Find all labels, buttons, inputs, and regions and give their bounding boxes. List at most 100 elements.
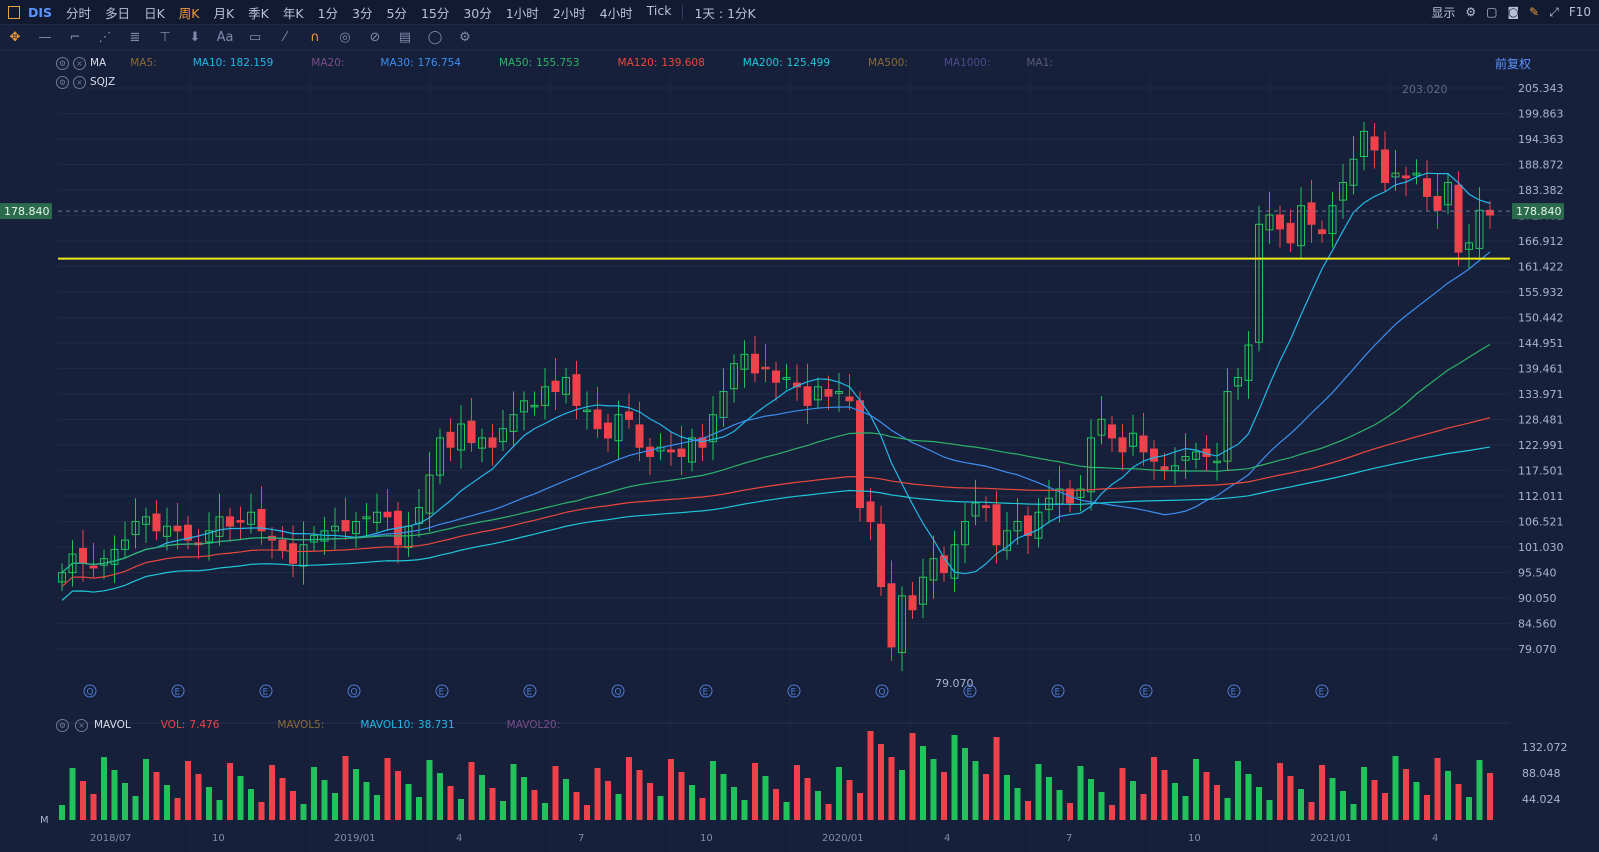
line-icon[interactable]: — [38,30,52,45]
volume-bar [300,804,307,820]
fullscreen-icon[interactable]: ⤢ [1549,4,1559,19]
timeframe-11[interactable]: 30分 [463,5,492,21]
timeframe-9[interactable]: 5分 [386,5,407,21]
close-icon[interactable]: × [73,75,86,89]
volume-bar [1266,800,1273,820]
volume-bar [1182,796,1189,820]
timeframe-10[interactable]: 15分 [420,5,450,21]
candle-body [310,534,318,543]
measure-icon[interactable]: ⊤ [159,30,171,45]
timeframe-7[interactable]: 1分 [317,5,339,21]
pen-icon[interactable]: ✎ [1529,5,1540,19]
candle-body [761,366,770,370]
fib-icon[interactable]: ≣ [129,30,141,45]
eye-icon[interactable]: ◯ [427,30,443,45]
volume-bar [1193,759,1199,820]
volume-bar [1277,763,1283,820]
move-icon[interactable]: ✥ [9,30,21,45]
hide-icon[interactable]: ⊘ [369,30,381,45]
y-tick-label: 90.050 [1518,592,1557,605]
close-icon[interactable]: × [75,718,88,732]
f10-button[interactable]: F10 [1568,5,1591,19]
polyline-icon[interactable]: ⋰ [98,30,112,45]
volume-bar [1298,789,1304,820]
volume-bar [1224,798,1231,820]
timeframe-5[interactable]: 季K [248,5,269,21]
mavol-name[interactable]: MAVOL [94,719,131,731]
price-chart[interactable]: 205.343199.863194.363188.872183.382172.4… [0,51,1599,852]
ma-indicator-name[interactable]: MA [90,57,107,69]
adjust-mode-button[interactable]: 前复权 [1495,57,1532,71]
timeframe-15[interactable]: Tick [646,2,672,18]
gear-icon[interactable]: ⚙ [56,56,69,70]
shape-icon[interactable]: ⌐ [69,30,81,45]
camera-icon[interactable]: ◙ [1507,5,1520,19]
gear-icon[interactable]: ⚙ [56,75,69,89]
candle-body [614,414,623,442]
candle-body [1150,448,1158,462]
candle-body [341,520,350,532]
event-marker [1315,684,1329,698]
volume-bar [1014,788,1021,820]
candle-body [751,353,759,374]
gear-icon[interactable]: ⚙ [56,718,69,732]
y-tick-label: 112.011 [1518,490,1564,503]
timeframe-4[interactable]: 月K [213,5,235,21]
trash-icon[interactable]: ▤ [398,30,412,45]
volume-bar [731,787,737,820]
volume-bar [1361,767,1367,820]
config-icon[interactable]: ⚙ [459,30,471,45]
volume-bar [1371,780,1378,820]
volume-bar [1287,776,1294,820]
comment-icon[interactable]: ▭ [248,30,262,45]
close-icon[interactable]: × [73,56,86,70]
event-marker-label: E [791,688,797,698]
ma120-label: MA120: [617,57,658,69]
volume-bar [143,759,149,820]
chart-area[interactable]: 205.343199.863194.363188.872183.382172.4… [0,51,1599,852]
text-icon[interactable]: Aa [216,30,234,45]
drawing-toolbar: ✥ — ⌐ ⋰ ≣ ⊤ ⬇ Aa ▭ ⁄ ∩ ◎ ⊘ ▤ ◯ ⚙ [0,25,1599,51]
volume-bar [395,771,401,820]
volume-bar [153,772,160,820]
timeframe-1[interactable]: 多日 [105,5,131,21]
timeframe-6[interactable]: 年K [282,5,304,21]
arrow-icon[interactable]: ⬇ [189,30,201,45]
event-marker [1227,684,1241,698]
candle-body [625,411,633,420]
candle-body [509,414,518,432]
timeframe-3[interactable]: 周K [178,5,200,21]
volume-bar [269,765,275,820]
sqjz-label[interactable]: SQJZ [90,76,116,88]
candle-body [488,437,497,448]
volume-bar [489,788,496,820]
timeframe-8[interactable]: 3分 [352,5,373,21]
timeframe-2[interactable]: 日K [144,5,165,21]
y-tick-label: 150.442 [1518,312,1564,325]
timeframe-12[interactable]: 1小时 [505,5,539,21]
settings-icon[interactable]: ⚙ [1465,5,1477,19]
layout-icon[interactable] [8,5,20,19]
vol-tick-label: 88.048 [1522,767,1561,780]
window-icon[interactable]: ▢ [1486,5,1498,19]
candle-body [163,525,171,537]
lock-icon[interactable]: ◎ [339,30,351,45]
candle-body [499,428,507,443]
event-marker [347,684,361,698]
symbol-label[interactable]: DIS [28,4,53,20]
magnet-icon[interactable]: ∩ [310,30,320,45]
display-menu[interactable]: 显示 [1431,5,1456,20]
candle-body [1444,181,1452,206]
candle-body [1297,205,1305,247]
interval-select[interactable]: 1天 : 1分K [694,5,756,21]
event-marker-label: Q [879,688,886,698]
brush-icon[interactable]: ⁄ [283,30,287,45]
volume-bar [1088,779,1094,820]
timeframe-14[interactable]: 4小时 [599,5,633,21]
timeframe-list: 分时 多日 日K 周K 月K 季K 年K 1分 3分 5分 15分 30分 1小时 2小时 4小时 Tick [59,3,678,22]
ma50-line [61,343,1491,574]
timeframe-13[interactable]: 2小时 [552,5,586,21]
timeframe-0[interactable]: 分时 [66,5,92,21]
candle-body [278,539,287,550]
volume-bar [332,793,338,820]
